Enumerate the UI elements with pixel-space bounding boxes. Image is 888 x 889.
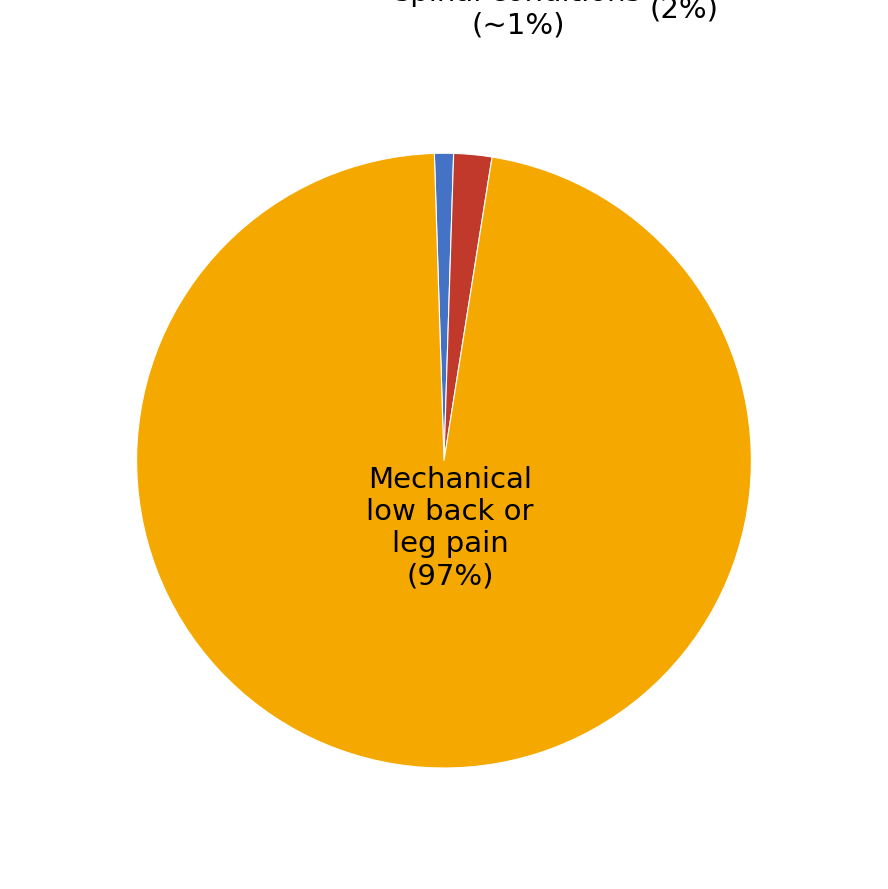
Text: Visceral disease
(2%): Visceral disease (2%) <box>567 0 801 24</box>
Text: Nonmechanical
spinal conditions
(∼1%): Nonmechanical spinal conditions (∼1%) <box>395 0 641 40</box>
Wedge shape <box>137 154 751 768</box>
Wedge shape <box>434 153 454 461</box>
Text: Mechanical
low back or
leg pain
(97%): Mechanical low back or leg pain (97%) <box>367 466 534 591</box>
Wedge shape <box>444 154 492 461</box>
